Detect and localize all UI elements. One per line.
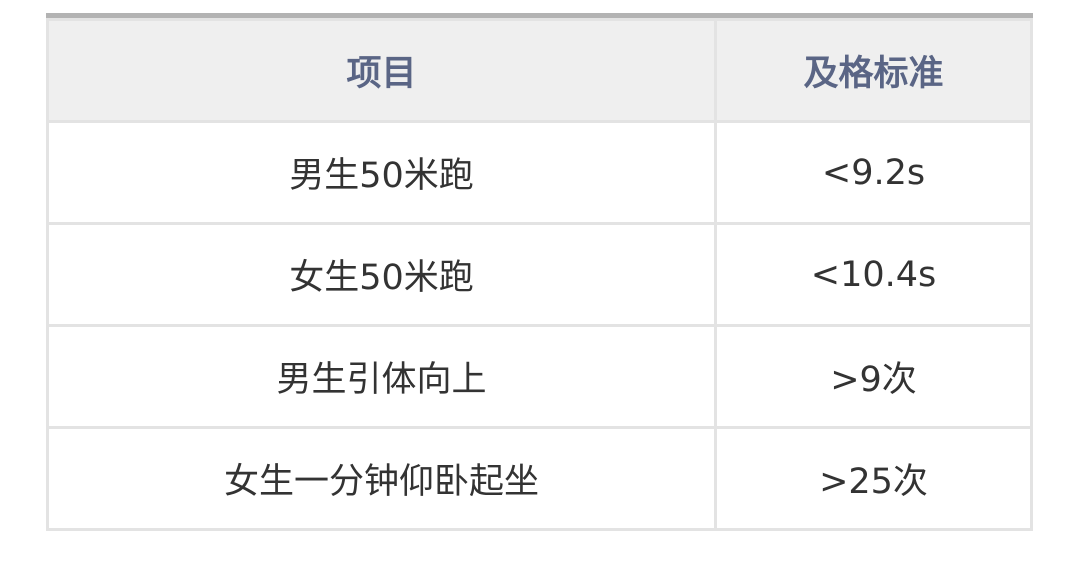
table-row: 女生一分钟仰卧起坐 >25次	[46, 426, 1033, 531]
standards-table: 项目 及格标准 男生50米跑 <9.2s 女生50米跑 <10.4s 男生引体向…	[46, 13, 1033, 531]
table-row: 男生50米跑 <9.2s	[46, 120, 1033, 225]
item-cell: 女生一分钟仰卧起坐	[46, 426, 717, 531]
table-row: 女生50米跑 <10.4s	[46, 222, 1033, 327]
standard-cell: >25次	[714, 426, 1033, 531]
header-standard: 及格标准	[714, 18, 1033, 123]
header-item: 项目	[46, 18, 717, 123]
item-cell: 女生50米跑	[46, 222, 717, 327]
table-row: 男生引体向上 >9次	[46, 324, 1033, 429]
item-cell: 男生引体向上	[46, 324, 717, 429]
item-cell: 男生50米跑	[46, 120, 717, 225]
standard-cell: <10.4s	[714, 222, 1033, 327]
table-header-row: 项目 及格标准	[46, 18, 1033, 123]
standard-cell: <9.2s	[714, 120, 1033, 225]
standard-cell: >9次	[714, 324, 1033, 429]
